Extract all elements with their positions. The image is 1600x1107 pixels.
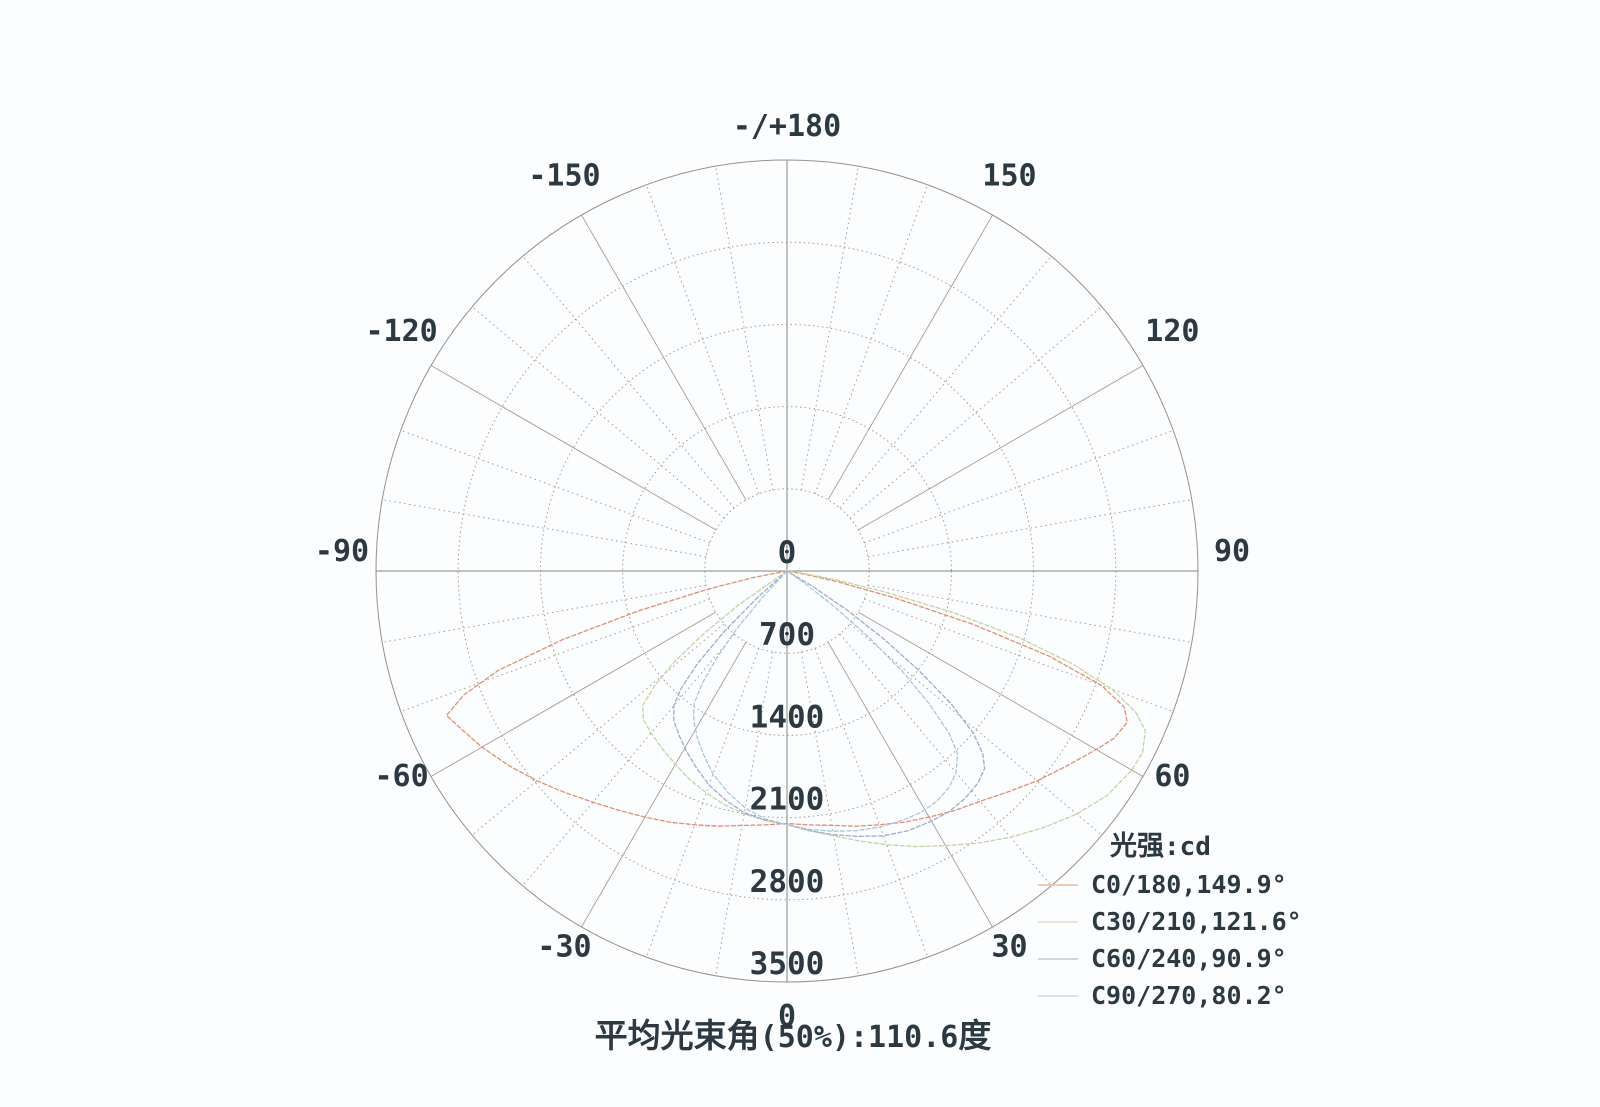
- grid-spoke-220: [522, 255, 735, 509]
- radial-label-0: 0: [778, 535, 797, 571]
- legend-item: C0/180,149.9°: [1038, 866, 1302, 903]
- angle-label--120: -120: [365, 314, 437, 349]
- legend-item: C90/270,80.2°: [1038, 977, 1302, 1014]
- legend-title: 光强:cd: [1110, 824, 1302, 863]
- angle-label-120: 120: [1145, 314, 1199, 349]
- angle-label-150: 150: [982, 159, 1036, 194]
- radial-label-700: 700: [759, 617, 815, 653]
- beam-angle-caption: 平均光束角(50%):110.6度: [0, 1009, 1586, 1057]
- curve-C60/240: [673, 570, 986, 838]
- radial-label-2800: 2800: [750, 864, 825, 900]
- angle-label-30: 30: [991, 929, 1027, 964]
- grid-spoke-20: [814, 648, 929, 958]
- grid-spoke-160: [814, 184, 929, 494]
- grid-spoke-230: [471, 306, 725, 519]
- angle-label--60: -60: [375, 759, 429, 794]
- legend-item: C60/240,90.9°: [1038, 940, 1302, 977]
- grid-spoke-60: [857, 611, 1144, 777]
- grid-spoke-300: [430, 611, 717, 777]
- curve-C30/210: [642, 570, 1146, 848]
- grid-spoke-130: [849, 306, 1103, 519]
- series-swatch-c30: [1038, 920, 1078, 923]
- legend-label-c0: C0/180,149.9°: [1091, 870, 1287, 899]
- grid-spoke-200: [645, 184, 760, 494]
- legend-label-c90: C90/270,80.2°: [1091, 981, 1287, 1010]
- angle-label--90: -90: [315, 534, 369, 569]
- legend-title-unit: :cd: [1164, 832, 1211, 862]
- grid-spoke-190: [715, 166, 774, 491]
- curve-C0/180: [445, 570, 1128, 827]
- grid-spoke-80: [867, 584, 1192, 643]
- grid-spoke-30: [827, 641, 993, 928]
- legend-item: C30/210,121.6°: [1038, 903, 1302, 940]
- grid-spoke-280: [382, 584, 707, 643]
- angle-label--150: -150: [528, 159, 600, 194]
- legend-label-c60: C60/240,90.9°: [1091, 944, 1287, 973]
- caption-value: (50%):110.6: [759, 1020, 959, 1055]
- grid-spoke-240: [430, 365, 717, 531]
- grid-spoke-140: [839, 255, 1052, 509]
- radial-label-1400: 1400: [750, 699, 825, 735]
- angle-label--30: -30: [537, 929, 591, 964]
- legend-label-c30: C30/210,121.6°: [1091, 907, 1302, 936]
- angle-label-90: 90: [1214, 534, 1250, 569]
- angle-label-0: 0: [778, 999, 796, 1034]
- caption-prefix: 平均光束角: [594, 1016, 760, 1055]
- grid-spoke-330: [581, 641, 747, 928]
- grid-spoke-260: [382, 499, 707, 558]
- series-swatch-c90: [1038, 994, 1078, 997]
- grid-spoke-150: [827, 214, 993, 501]
- angle-label--/+180: -/+180: [733, 109, 841, 144]
- angle-label-60: 60: [1154, 759, 1190, 794]
- radial-label-3500: 3500: [750, 946, 825, 982]
- grid-spoke-290: [400, 598, 710, 713]
- grid-spoke-120: [857, 365, 1144, 531]
- grid-spoke-100: [867, 499, 1192, 558]
- radial-label-2100: 2100: [750, 782, 825, 818]
- grid-spoke-210: [581, 214, 747, 501]
- grid-spoke-170: [800, 166, 859, 491]
- grid-spoke-40: [839, 633, 1052, 887]
- legend: 光强:cd C0/180,149.9° C30/210,121.6° C60/2…: [1038, 824, 1302, 1014]
- legend-title-cjk: 光强: [1110, 831, 1164, 862]
- curve-C90/270: [693, 570, 959, 832]
- series-swatch-c60: [1038, 957, 1078, 960]
- caption-suffix: 度: [958, 1016, 992, 1055]
- series-swatch-c0: [1038, 883, 1078, 886]
